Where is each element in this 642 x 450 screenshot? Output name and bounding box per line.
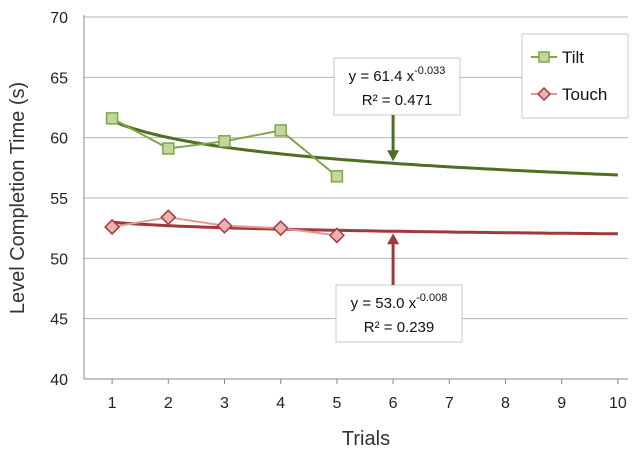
data-point-tilt [330,170,344,183]
y-tick-label: 65 [50,70,68,87]
legend-item-tilt: Tilt [531,48,584,67]
x-tick-label: 8 [501,395,510,412]
arrowhead-tilt [387,150,400,162]
series-lines [104,112,345,244]
x-tick-label: 7 [445,395,454,412]
legend: Tilt Touch [521,33,629,119]
y-tick-label: 60 [50,131,68,148]
legend-marker [538,51,550,63]
data-point-tilt [218,135,231,148]
x-tick-label: 1 [108,395,117,412]
equation-annotations: y = 61.4 x-0.033 R² = 0.471 y = 53.0 x-0.0… [333,57,463,343]
x-tick-label: 2 [164,395,173,412]
legend-item-touch: Touch [531,85,607,104]
r-squared-text: R² = 0.471 [362,92,432,109]
data-point-touch [160,209,177,226]
y-tick-label: 40 [50,372,68,389]
data-point-tilt [105,112,119,125]
data-point-touch [216,217,233,234]
equation-box-frame [335,284,463,343]
equation-text: y = 61.4 x-0.033 [349,65,446,85]
data-point-touch [328,227,345,244]
trendline-tilt [111,119,618,177]
legend-label: Touch [562,85,607,104]
y-axis-title: Level Completion Time (s) [7,82,29,314]
y-tick-label: 50 [50,251,68,268]
trendline-touch [111,220,618,236]
y-tick-label: 55 [50,191,68,208]
equation-text: y = 53.0 x-0.008 [351,292,448,312]
x-tick-label: 6 [389,395,398,412]
equation-box-touch: y = 53.0 x-0.008 R² = 0.239 [335,233,463,343]
legend-marker [536,86,552,102]
data-point-touch [104,218,121,236]
trendlines [111,119,618,236]
equation-box-frame [333,57,461,116]
x-axis-title: Trials [342,428,390,450]
x-tick-label: 10 [609,395,627,412]
x-tick-label: 9 [557,395,566,412]
equation-box-tilt: y = 61.4 x-0.033 R² = 0.471 [333,57,461,162]
x-tick-label: 5 [332,395,341,412]
x-tick-labels: 1 2 3 4 5 6 7 8 9 10 [108,395,627,412]
arrowhead-touch [387,233,400,245]
data-point-tilt [162,142,175,155]
y-tick-label: 45 [50,312,68,329]
y-tick-labels: 40 45 50 55 60 65 70 [50,10,68,389]
data-point-touch [272,220,289,237]
x-tick-label: 4 [276,395,285,412]
x-tick-label: 3 [220,395,229,412]
axes [83,15,628,384]
r-squared-text: R² = 0.239 [364,319,434,336]
legend-label: Tilt [562,48,584,67]
y-tick-label: 70 [50,10,68,27]
data-point-tilt [274,124,287,137]
legend-frame [521,33,629,119]
